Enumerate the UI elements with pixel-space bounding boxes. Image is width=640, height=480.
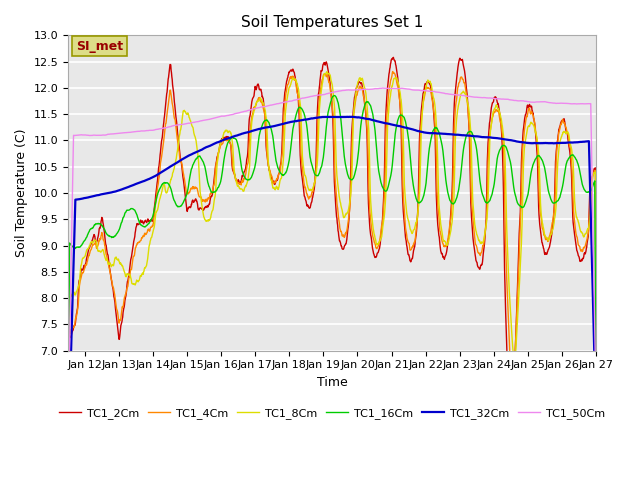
TC1_50Cm [483, 95, 491, 101]
TC1_50Cm [64, 424, 72, 430]
TC1_50Cm [182, 121, 189, 127]
TC1_2Cm [592, 348, 600, 353]
TC1_50Cm [414, 87, 422, 93]
TC1_8Cm [530, 122, 538, 128]
Line: TC1_8Cm: TC1_8Cm [68, 72, 596, 480]
Y-axis label: Soil Temperature (C): Soil Temperature (C) [15, 129, 28, 257]
TC1_4Cm [483, 206, 491, 212]
TC1_16Cm [330, 93, 338, 98]
TC1_2Cm [182, 194, 189, 200]
TC1_4Cm [592, 350, 600, 356]
TC1_4Cm [169, 102, 177, 108]
TC1_50Cm [241, 108, 248, 114]
TC1_32Cm [483, 134, 491, 140]
TC1_16Cm [169, 192, 177, 198]
TC1_2Cm [414, 204, 422, 210]
TC1_32Cm [169, 162, 177, 168]
TC1_8Cm [483, 216, 491, 222]
TC1_16Cm [241, 174, 248, 180]
TC1_8Cm [169, 170, 177, 176]
TC1_16Cm [182, 195, 189, 201]
TC1_16Cm [414, 200, 422, 205]
TC1_32Cm [346, 114, 353, 120]
TC1_16Cm [483, 200, 491, 205]
TC1_4Cm [530, 114, 538, 120]
TC1_16Cm [592, 379, 600, 384]
TC1_32Cm [241, 130, 248, 136]
TC1_4Cm [182, 183, 189, 189]
Text: SI_met: SI_met [76, 39, 123, 52]
Line: TC1_50Cm: TC1_50Cm [68, 88, 596, 427]
X-axis label: Time: Time [317, 376, 348, 389]
TC1_32Cm [182, 155, 189, 160]
TC1_4Cm [414, 209, 422, 215]
TC1_8Cm [592, 306, 600, 312]
TC1_32Cm [414, 128, 422, 134]
Line: TC1_2Cm: TC1_2Cm [68, 58, 596, 464]
TC1_8Cm [182, 108, 189, 114]
Line: TC1_16Cm: TC1_16Cm [68, 96, 596, 480]
TC1_8Cm [414, 208, 422, 214]
TC1_2Cm [169, 82, 177, 88]
TC1_8Cm [323, 69, 330, 74]
TC1_32Cm [530, 140, 538, 146]
TC1_16Cm [530, 161, 538, 167]
Line: TC1_4Cm: TC1_4Cm [68, 72, 596, 462]
TC1_2Cm [241, 168, 248, 174]
TC1_50Cm [530, 99, 538, 105]
TC1_16Cm [64, 478, 72, 480]
TC1_8Cm [241, 185, 248, 191]
TC1_32Cm [592, 412, 600, 418]
TC1_4Cm [64, 459, 72, 465]
TC1_2Cm [483, 180, 491, 185]
TC1_50Cm [592, 387, 600, 393]
TC1_4Cm [241, 176, 248, 181]
TC1_2Cm [390, 55, 397, 60]
TC1_50Cm [169, 123, 177, 129]
TC1_2Cm [530, 116, 538, 121]
TC1_32Cm [64, 456, 72, 462]
TC1_50Cm [379, 85, 387, 91]
Legend: TC1_2Cm, TC1_4Cm, TC1_8Cm, TC1_16Cm, TC1_32Cm, TC1_50Cm: TC1_2Cm, TC1_4Cm, TC1_8Cm, TC1_16Cm, TC1… [55, 404, 609, 423]
TC1_4Cm [389, 69, 397, 74]
TC1_2Cm [64, 461, 72, 467]
Title: Soil Temperatures Set 1: Soil Temperatures Set 1 [241, 15, 423, 30]
Line: TC1_32Cm: TC1_32Cm [68, 117, 596, 459]
